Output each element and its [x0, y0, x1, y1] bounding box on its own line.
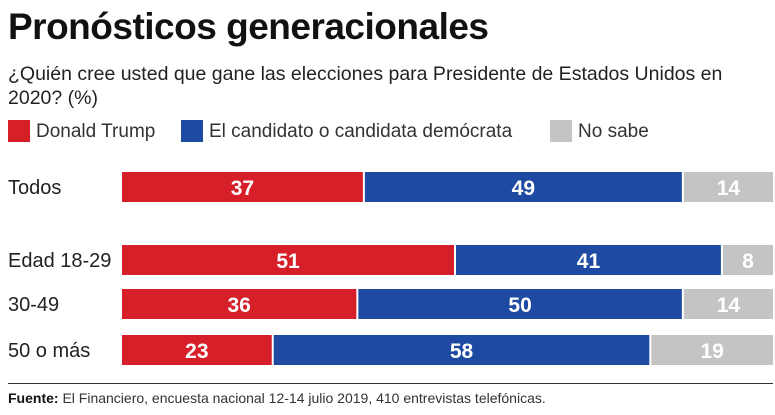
data-label-30-49-s0: 36: [228, 294, 251, 317]
data-label-30-49-s1: 50: [508, 294, 531, 317]
chart-subtitle: ¿Quién cree usted que gane las eleccione…: [8, 63, 723, 109]
source-label: Fuente:: [8, 390, 59, 406]
legend-swatch-trump: [8, 120, 30, 142]
legend-label-democrat: El candidato o candidata demócrata: [209, 121, 513, 142]
category-label-50-o-m-s: 50 o más: [8, 340, 90, 362]
bar-segment-50-o-m-s-s1: [273, 335, 650, 365]
data-label-50-o-m-s-s0: 23: [185, 340, 208, 363]
legend-swatch-no-sabe: [550, 120, 572, 142]
source-note: Fuente: El Financiero, encuesta nacional…: [8, 390, 546, 406]
legend-swatch-democrat: [181, 120, 203, 142]
bar-segment-edad-18-29-s2: [722, 245, 773, 275]
data-label-50-o-m-s-s2: 19: [700, 340, 723, 363]
bar-segment-30-49-s1: [358, 289, 682, 319]
bar-segment-todos-s0: [122, 172, 363, 202]
legend-label-trump: Donald Trump: [36, 121, 156, 142]
source-text: El Financiero, encuesta nacional 12-14 j…: [58, 390, 546, 406]
bar-segment-todos-s1: [364, 172, 682, 202]
data-label-todos-s0: 37: [231, 177, 254, 200]
data-label-50-o-m-s-s1: 58: [450, 340, 474, 363]
data-label-edad-18-29-s1: 41: [577, 250, 601, 273]
category-label-30-49: 30-49: [8, 294, 59, 316]
data-label-edad-18-29-s2: 8: [742, 250, 754, 273]
category-label-edad-18-29: Edad 18-29: [8, 250, 111, 272]
stacked-bar-chart: Todos 37 49 14 Edad 18-29 51 41 8 30-49 36 50 14 50 …: [8, 172, 773, 365]
bar-segment-30-49-s2: [683, 289, 773, 319]
data-label-todos-s1: 49: [512, 177, 535, 200]
source-divider: [8, 383, 773, 384]
legend: Donald Trump El candidato o candidata de…: [8, 120, 768, 146]
legend-label-no-sabe: No sabe: [578, 121, 649, 142]
category-label-todos: Todos: [8, 177, 61, 199]
chart-title: Pronósticos generacionales: [8, 6, 489, 47]
bar-segment-edad-18-29-s0: [122, 245, 455, 275]
data-label-edad-18-29-s0: 51: [276, 250, 300, 273]
data-label-todos-s2: 14: [717, 177, 741, 200]
bar-segment-50-o-m-s-s2: [651, 335, 773, 365]
bar-segment-30-49-s0: [122, 289, 357, 319]
data-label-30-49-s2: 14: [717, 294, 741, 317]
bar-segment-todos-s2: [683, 172, 773, 202]
bar-segment-50-o-m-s-s0: [122, 335, 272, 365]
bar-segment-edad-18-29-s1: [456, 245, 721, 275]
